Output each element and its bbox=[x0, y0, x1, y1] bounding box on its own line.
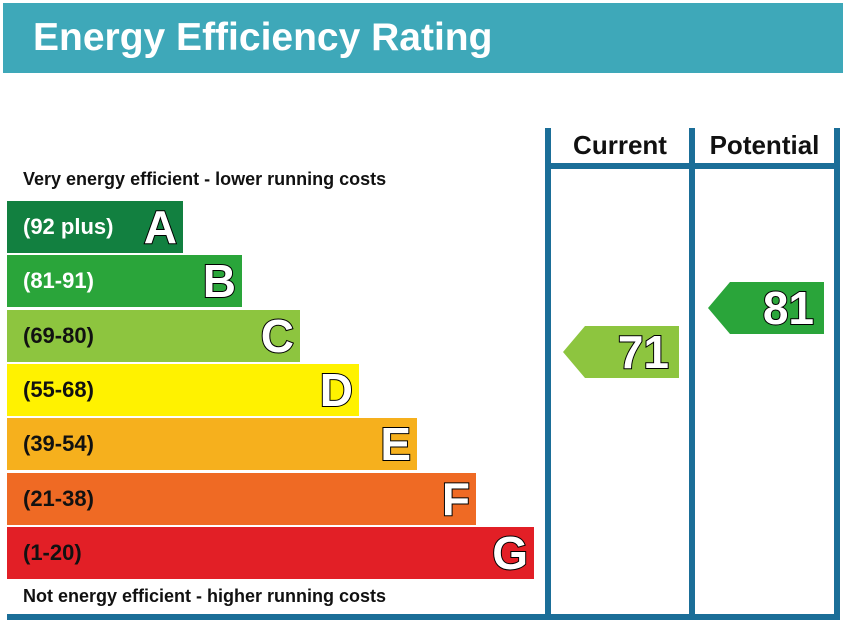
band-letter: E bbox=[379, 417, 412, 471]
page-title: Energy Efficiency Rating bbox=[33, 16, 493, 59]
band-range-label: (55-68) bbox=[23, 377, 94, 402]
chart-bottom-line bbox=[7, 614, 840, 620]
band-range-label: (69-80) bbox=[23, 323, 94, 348]
band-letter: B bbox=[202, 254, 237, 308]
header-banner: Energy Efficiency Rating bbox=[3, 3, 843, 73]
band-letter: C bbox=[260, 309, 295, 363]
grid-line-middle bbox=[689, 128, 695, 620]
current-arrow-shape bbox=[563, 326, 679, 378]
column-header-underline bbox=[545, 163, 840, 169]
grid-line-right bbox=[834, 128, 840, 620]
band-letter: G bbox=[491, 526, 529, 580]
band-range-label: (92 plus) bbox=[23, 214, 114, 239]
band-d: (55-68) D bbox=[7, 363, 359, 417]
band-c: (69-80) C bbox=[7, 309, 300, 363]
band-b: (81-91) B bbox=[7, 254, 242, 308]
band-f: (21-38) F bbox=[7, 472, 476, 526]
band-a: (92 plus) A bbox=[7, 200, 183, 254]
column-header-potential: Potential bbox=[709, 130, 820, 160]
potential-rating-value: 81 bbox=[762, 281, 815, 335]
band-range-label: (39-54) bbox=[23, 431, 94, 456]
caption-efficient: Very energy efficient - lower running co… bbox=[23, 169, 387, 189]
current-rating-arrow: 71 bbox=[563, 325, 679, 379]
band-letter: A bbox=[143, 200, 178, 254]
band-e: (39-54) E bbox=[7, 417, 417, 471]
band-range-label: (1-20) bbox=[23, 540, 82, 565]
potential-rating-arrow: 81 bbox=[708, 281, 824, 335]
column-header-current: Current bbox=[573, 130, 667, 160]
band-letter: D bbox=[319, 363, 354, 417]
band-g: (1-20) G bbox=[7, 526, 534, 580]
caption-inefficient: Not energy efficient - higher running co… bbox=[23, 586, 387, 606]
grid-line-left bbox=[545, 128, 551, 620]
current-rating-value: 71 bbox=[617, 325, 670, 379]
band-range-label: (21-38) bbox=[23, 486, 94, 511]
band-range-label: (81-91) bbox=[23, 268, 94, 293]
potential-arrow-shape bbox=[708, 282, 824, 334]
band-letter: F bbox=[441, 472, 471, 526]
